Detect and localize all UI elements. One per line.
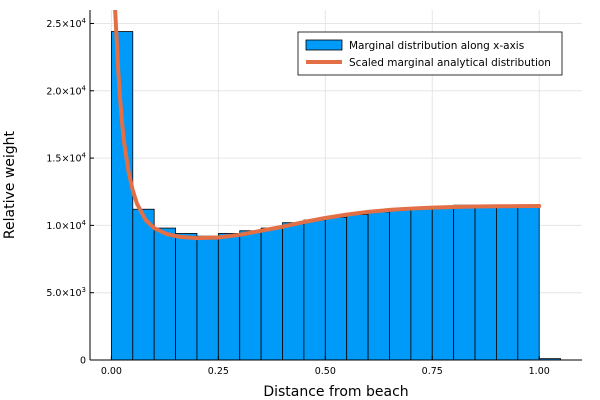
histogram-bar: [239, 230, 262, 361]
y-axis-label: Relative weight: [2, 130, 18, 239]
y-tick-label: 5.0×103: [46, 286, 86, 299]
histogram-bar: [517, 206, 540, 361]
histogram-bar: [282, 222, 305, 361]
y-tick-label: 1.0×104: [46, 219, 86, 232]
histogram-bar: [324, 216, 348, 361]
x-axis-label: Distance from beach: [263, 384, 408, 400]
y-tick-label: 1.5×104: [46, 152, 86, 165]
histogram-bar: [110, 31, 134, 361]
legend: Marginal distribution along x-axis Scale…: [297, 31, 563, 76]
histogram-bar: [346, 214, 369, 361]
axes: [89, 10, 582, 361]
y-tick-label: 2.5×104: [46, 17, 86, 30]
histogram-bar: [153, 227, 176, 361]
histogram-bar: [217, 233, 241, 361]
legend-histogram-swatch: [305, 39, 343, 51]
histogram-bar: [496, 205, 519, 361]
legend-histogram-label: Marginal distribution along x-axis: [349, 40, 524, 52]
x-tick-label: 0.75: [422, 366, 443, 377]
histogram-bar: [431, 206, 455, 361]
x-tick-label: 0.00: [101, 366, 122, 377]
legend-box: [297, 31, 563, 76]
x-tick-label: 0.50: [315, 366, 336, 377]
histogram-bar: [175, 233, 198, 361]
x-tick-label: 0.25: [208, 366, 229, 377]
histogram-bar: [260, 227, 283, 361]
histogram-bar: [367, 211, 390, 361]
histogram-bar: [303, 219, 326, 361]
x-tick-label: 1.00: [529, 366, 550, 377]
histogram-bar: [453, 204, 476, 361]
legend-curve-label: Scaled marginal analytical distribution: [349, 57, 551, 69]
histogram-bar: [410, 207, 433, 361]
histogram-bar: [474, 204, 497, 361]
y-tick-label: 0: [80, 356, 86, 367]
y-axis-ticks: 0 5.0×103 1.0×104 1.5×104 2.0×104 2.5×104: [46, 17, 94, 367]
histogram-bar: [389, 208, 412, 361]
histogram-bar: [196, 235, 219, 361]
y-tick-label: 2.0×104: [46, 84, 86, 97]
analytical-curve-line: [113, 10, 542, 241]
histogram-bar: [132, 208, 155, 361]
x-axis-ticks: 0.00 0.25 0.50 0.75 1.00: [101, 356, 550, 377]
